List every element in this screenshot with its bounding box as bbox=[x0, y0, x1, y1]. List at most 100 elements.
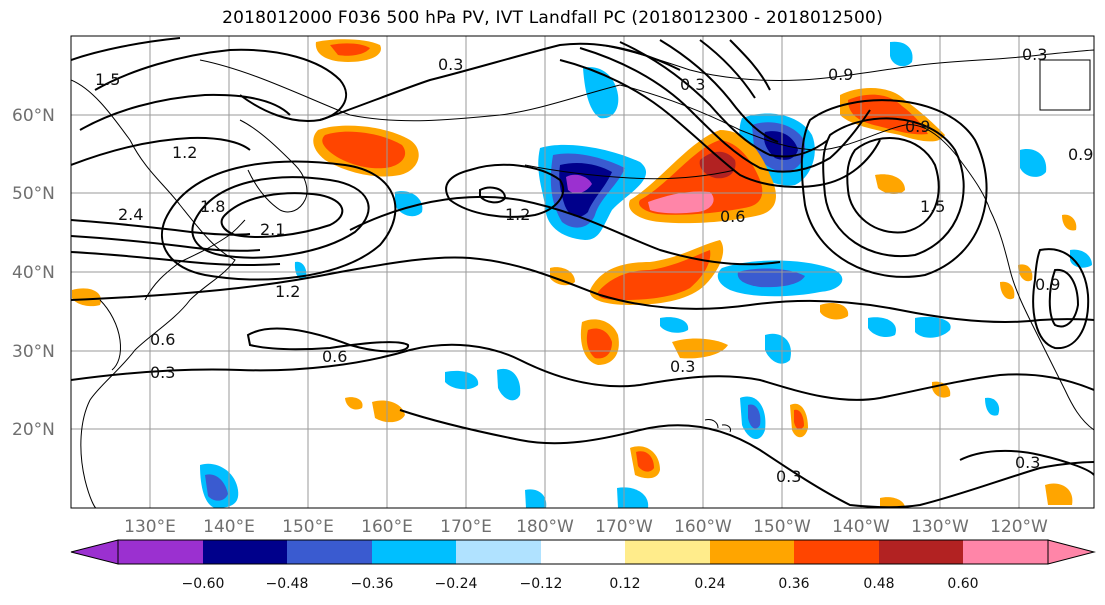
contour-se bbox=[959, 449, 1094, 476]
shade-neg-s12 bbox=[1020, 149, 1047, 177]
contour-label: 1.2 bbox=[172, 143, 197, 162]
contour-label: 0.6 bbox=[322, 347, 347, 366]
contour-0.9 bbox=[71, 256, 1094, 323]
shade-pos-mid-2 bbox=[597, 250, 711, 300]
lat-label: 60°N bbox=[12, 106, 55, 126]
colorbar-segment bbox=[794, 540, 879, 564]
shade-neg-s9 bbox=[525, 489, 547, 508]
contour-ne-4 bbox=[659, 39, 779, 143]
contour-nw-3 bbox=[71, 136, 251, 166]
map-border bbox=[70, 35, 1095, 509]
colorbar-left-extension bbox=[70, 539, 119, 565]
contour-label: 0.9 bbox=[828, 65, 853, 84]
contour-label: 0.6 bbox=[150, 330, 175, 349]
contour-low-ring1 bbox=[846, 137, 940, 234]
contour-label: 0.3 bbox=[1022, 45, 1047, 64]
contour-label: 0.6 bbox=[720, 207, 745, 226]
contour-1.5-ridge bbox=[319, 42, 681, 121]
shade-neg-s6 bbox=[915, 316, 951, 338]
coast-na-west bbox=[989, 209, 1094, 431]
contour-0.3-low bbox=[399, 409, 1094, 508]
contour-nw-1 bbox=[94, 48, 347, 122]
colorbar-segment bbox=[118, 540, 203, 564]
coast-na-inland bbox=[1039, 59, 1091, 111]
shade-pos-s15 bbox=[1062, 214, 1077, 231]
contour-label: 0.3 bbox=[776, 467, 801, 486]
contour-label: 1.2 bbox=[275, 282, 300, 301]
lon-label: 170°E bbox=[440, 517, 492, 537]
coast-japan bbox=[144, 219, 246, 301]
longitude-labels: 130°E 140°E 150°E 160°E 170°E 180°W 170°… bbox=[124, 517, 1048, 537]
latitude-labels: 60°N 50°N 40°N 30°N 20°N bbox=[12, 106, 55, 440]
contour-ne-3 bbox=[619, 41, 829, 158]
graticule bbox=[71, 36, 1094, 508]
shade-pos-s5 bbox=[372, 400, 405, 423]
lat-label: 30°N bbox=[12, 342, 55, 362]
lon-label: 130°W bbox=[911, 517, 969, 537]
contour-w-swirl3 bbox=[160, 160, 397, 281]
contour-w-swirl2 bbox=[191, 176, 370, 259]
coast-asia bbox=[71, 79, 236, 508]
colorbar-segment bbox=[456, 540, 541, 564]
colorbar-segment bbox=[287, 540, 372, 564]
contour-ne-5 bbox=[699, 39, 756, 99]
colorbar-label: 0.60 bbox=[947, 576, 978, 592]
ivt-shading bbox=[72, 39, 1092, 508]
contour-0.6-arch bbox=[349, 195, 781, 266]
contour-label: 0.3 bbox=[680, 75, 705, 94]
colorbar-label: −0.60 bbox=[182, 576, 225, 592]
contour-ne-2 bbox=[579, 47, 871, 173]
shade-neg-s14 bbox=[294, 261, 307, 280]
colorbar-right-extension bbox=[1047, 539, 1096, 565]
contour-label: 1.2 bbox=[505, 205, 530, 224]
shade-neg-center-4 bbox=[566, 174, 592, 194]
contour-low-ring2 bbox=[822, 117, 965, 258]
contour-east-loop bbox=[1032, 248, 1090, 350]
lat-label: 20°N bbox=[12, 420, 55, 440]
contour-east-loop2 bbox=[1048, 268, 1080, 328]
lon-label: 130°E bbox=[124, 517, 176, 537]
contour-low-ring3 bbox=[800, 99, 988, 278]
contour-label: 1.5 bbox=[920, 197, 945, 216]
contour-0.3-south bbox=[71, 343, 1094, 401]
shade-neg-s7-2 bbox=[205, 474, 228, 501]
contour-w-stream1 bbox=[71, 219, 251, 236]
shade-pos-s14 bbox=[1000, 281, 1015, 300]
coast-siberia bbox=[199, 59, 621, 122]
colorbar-segment bbox=[372, 540, 456, 564]
lon-label: 140°W bbox=[832, 517, 890, 537]
lon-label: 150°E bbox=[282, 517, 334, 537]
contour-label: 0.9 bbox=[1068, 145, 1093, 164]
shade-pos-s9 bbox=[345, 397, 363, 410]
shade-neg-s1 bbox=[445, 370, 479, 390]
coastlines bbox=[71, 44, 1094, 508]
shade-pos-s3-2 bbox=[636, 451, 654, 472]
colorbar-label: 0.12 bbox=[609, 576, 640, 592]
colorbar-label: −0.36 bbox=[351, 576, 394, 592]
lon-label: 150°W bbox=[753, 517, 811, 537]
shade-pos-nw-2 bbox=[322, 131, 406, 169]
shade-pos-s6 bbox=[820, 303, 849, 320]
contour-nw-4 bbox=[71, 37, 181, 61]
colorbar-segment bbox=[625, 540, 710, 564]
shade-neg-ne bbox=[583, 67, 619, 119]
lon-label: 180°W bbox=[516, 517, 574, 537]
colorbar-label: −0.24 bbox=[435, 576, 478, 592]
contour-w-stream3 bbox=[71, 251, 281, 267]
contour-label: 1.8 bbox=[200, 197, 225, 216]
shade-neg-mid-2 bbox=[737, 268, 805, 288]
coast-kamchatka bbox=[239, 119, 308, 213]
shade-neg-s11 bbox=[985, 397, 1000, 416]
contour-label: 1.5 bbox=[95, 70, 120, 89]
lon-label: 120°W bbox=[990, 517, 1048, 537]
shade-neg-s8 bbox=[617, 487, 649, 508]
lat-label: 40°N bbox=[12, 263, 55, 283]
shade-neg-east-3 bbox=[764, 131, 798, 160]
contour-label: 2.4 bbox=[118, 205, 143, 224]
contour-label: 0.3 bbox=[1015, 453, 1040, 472]
shade-pos-s12 bbox=[880, 497, 905, 508]
lat-label: 50°N bbox=[12, 184, 55, 204]
contour-nw-2 bbox=[79, 93, 291, 131]
colorbar-label: −0.12 bbox=[520, 576, 563, 592]
shade-pos-top-2 bbox=[330, 43, 370, 56]
